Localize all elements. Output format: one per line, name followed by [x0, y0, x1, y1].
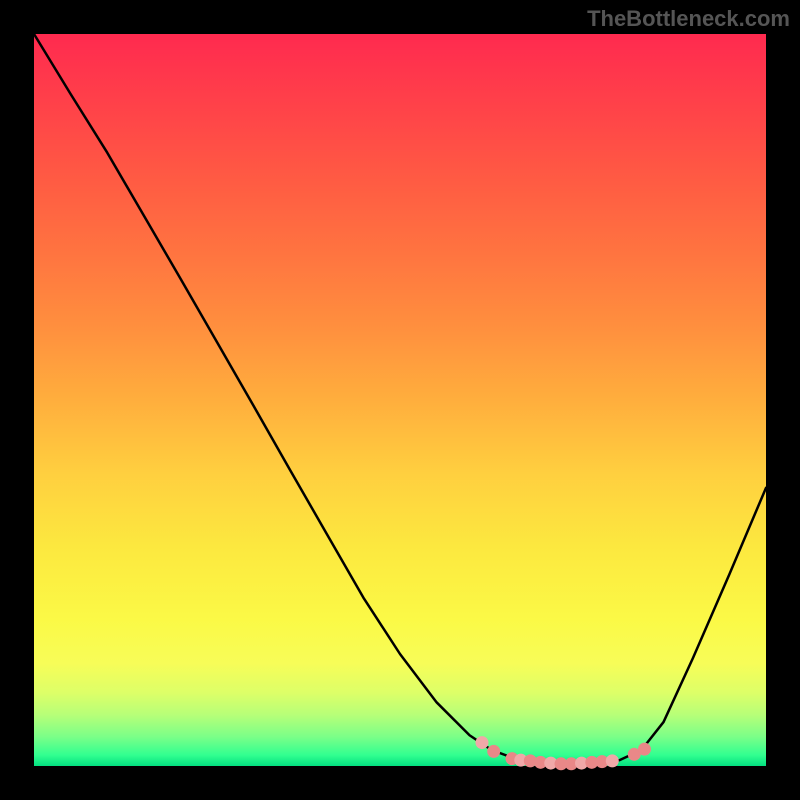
gradient-background	[34, 34, 766, 766]
scatter-marker	[606, 754, 619, 767]
scatter-marker	[638, 743, 651, 756]
chart-container: TheBottleneck.com	[0, 0, 800, 800]
bottleneck-chart	[0, 0, 800, 800]
scatter-marker	[487, 745, 500, 758]
watermark-text: TheBottleneck.com	[587, 6, 790, 32]
scatter-marker	[475, 736, 488, 749]
